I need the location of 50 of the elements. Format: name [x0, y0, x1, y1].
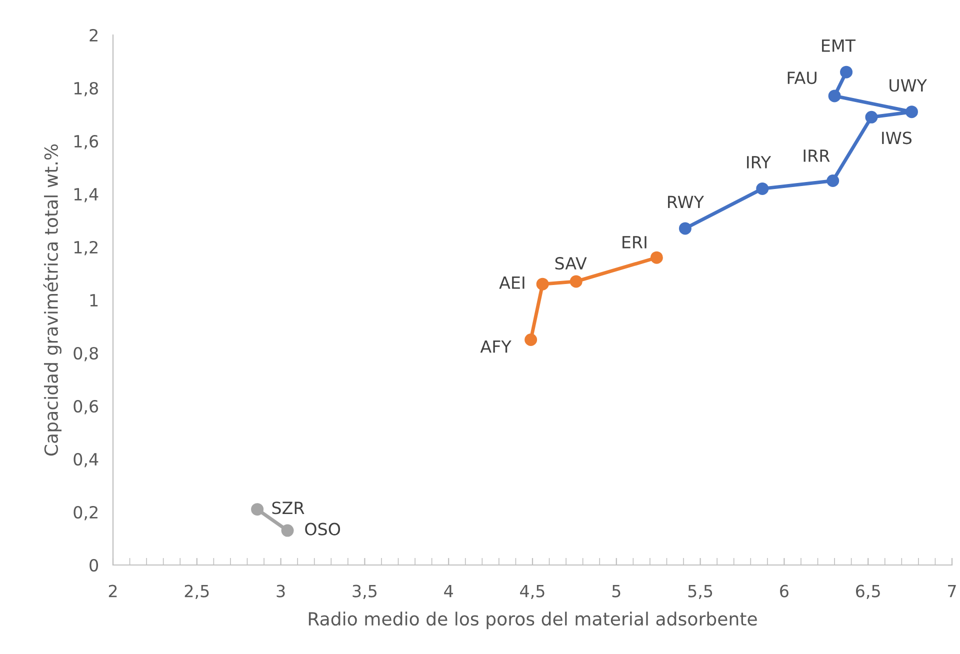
x-tick-label: 6	[780, 584, 788, 598]
point	[251, 503, 264, 516]
y-tick-label: 1,2	[74, 240, 98, 256]
y-tick-label: 2	[90, 28, 98, 42]
point	[570, 275, 582, 288]
point	[840, 66, 853, 78]
y-axis-title: Capacidad gravimétrica total wt.%	[43, 144, 62, 456]
point	[650, 251, 663, 264]
annotation: RWY	[668, 196, 704, 208]
x-tick-label: 4	[444, 584, 453, 598]
x-tick-label: 5	[612, 584, 620, 598]
annotation: SAV	[555, 257, 587, 270]
y-tick-label: 0	[90, 558, 98, 572]
point	[524, 334, 538, 346]
x-tick-label: 3,5	[352, 584, 376, 600]
x-tick-label: 2	[108, 584, 117, 598]
point	[826, 174, 840, 187]
point	[536, 278, 549, 290]
x-tick-label: 6,5	[856, 584, 880, 600]
y-tick-label: 0,6	[74, 400, 98, 414]
x-tick-label: 3	[276, 584, 285, 598]
annotation: SZR	[272, 502, 304, 514]
annotation: AFY	[480, 340, 512, 353]
y-tick-label: 1,8	[74, 82, 98, 96]
point	[756, 182, 769, 195]
point	[905, 106, 918, 118]
x-tick-label: 5,5	[688, 584, 712, 600]
x-tick-label: 2,5	[184, 584, 209, 600]
annotation: ERI	[622, 236, 646, 248]
annotation: EMT	[822, 40, 856, 52]
x-tick-label: 7	[948, 584, 956, 598]
annotation: OSO	[305, 522, 340, 536]
x-axis-title: Radio medio de los poros del material adsorbente	[308, 612, 757, 630]
y-tick-label: 1,4	[74, 188, 98, 202]
point	[828, 90, 841, 102]
point	[281, 524, 294, 537]
annotation: AEI	[499, 276, 524, 289]
y-tick-label: 1	[90, 294, 98, 306]
annotation: IRR	[804, 150, 830, 162]
annotation: IWS	[882, 132, 912, 144]
x-tick-label: 4,5	[520, 584, 544, 600]
annotation: FAU	[788, 72, 816, 84]
point	[678, 222, 692, 235]
y-tick-label: 1,6	[74, 134, 98, 150]
y-tick-label: 0,8	[74, 346, 98, 362]
y-tick-label: 0,4	[74, 452, 98, 468]
y-tick-label: 0,2	[74, 506, 98, 520]
point	[865, 110, 878, 124]
annotation: IRY	[747, 156, 772, 168]
annotation: UWY	[890, 79, 928, 92]
